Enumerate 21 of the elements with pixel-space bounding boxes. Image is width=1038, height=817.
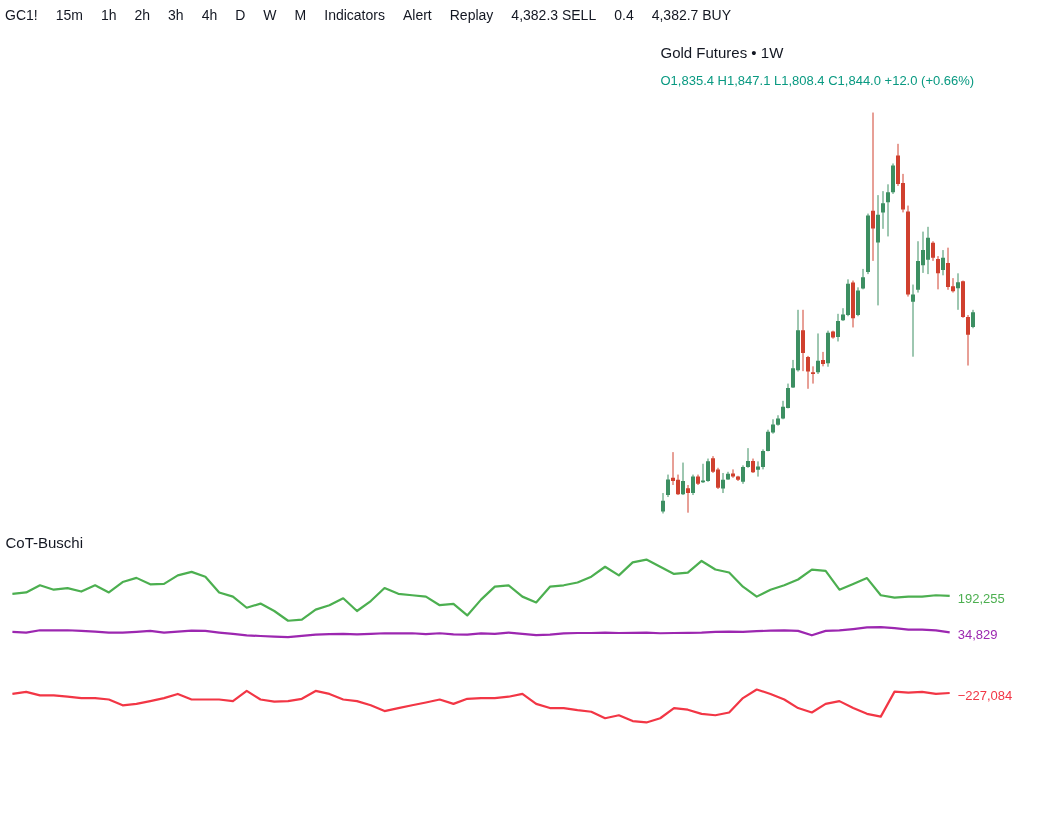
data-label: 192,255 [957, 590, 1005, 606]
text: Replay [449, 7, 494, 23]
text: D [235, 7, 246, 23]
text: 4h [201, 7, 218, 23]
chart-title: Gold Futures • 1W [660, 43, 785, 61]
text: 2h [134, 7, 151, 23]
text: 1h [100, 7, 117, 23]
text: Alert [402, 7, 432, 23]
data-label: −227,084 [957, 688, 1013, 704]
text: 0.4 [614, 7, 634, 23]
data-label: 34,829 [957, 627, 998, 643]
text: 15m [55, 7, 83, 23]
text: 3h [168, 7, 184, 23]
text: Indicators [324, 7, 385, 23]
chart-subtitle: O1,835.4 H1,847.1 L1,808.4 C1,844.0 +12.0 (+0.66%) [660, 72, 975, 88]
text: 4,382.7 BUY [651, 7, 732, 23]
text: GC1! [5, 7, 38, 23]
text: 4,382.3 SELL [511, 7, 597, 23]
chart-title: CoT-Buschi [5, 533, 84, 551]
text: M [294, 7, 307, 23]
text: W [263, 7, 277, 23]
